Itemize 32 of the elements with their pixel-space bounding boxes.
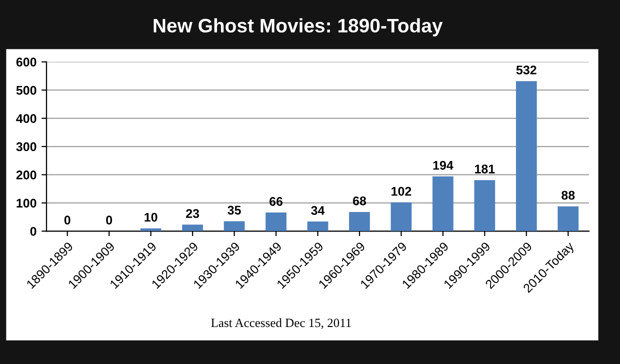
y-tick-label: 500 [16, 86, 36, 95]
bar [307, 222, 328, 232]
y-tick-label: 100 [16, 198, 36, 208]
data-label: 35 [228, 206, 241, 215]
bar [182, 224, 203, 232]
data-label: 181 [475, 164, 495, 174]
bar [558, 206, 579, 232]
data-label: 102 [392, 186, 412, 196]
bar [432, 176, 454, 232]
bar [474, 180, 496, 232]
y-tick-label: 400 [16, 114, 36, 123]
data-label: 88 [562, 190, 575, 200]
data-label: 23 [186, 209, 200, 218]
data-label: 194 [433, 160, 454, 170]
y-tick-label: 200 [16, 170, 36, 180]
data-label: 66 [270, 197, 283, 206]
bar [266, 212, 286, 232]
data-label: 10 [144, 212, 158, 222]
bar [349, 212, 370, 232]
bar [390, 202, 412, 232]
data-label: 68 [352, 196, 366, 206]
y-tick-label: 300 [16, 142, 36, 152]
bar [516, 81, 537, 232]
data-label: 532 [516, 66, 536, 74]
chart-title: New Ghost Movies: 1890-Today [154, 18, 443, 36]
data-label: 34 [311, 206, 325, 215]
text: Last Accessed Dec 15, 2011 [211, 318, 351, 329]
y-tick-label: 600 [16, 58, 36, 67]
y-tick-label: 0 [30, 226, 36, 236]
data-label: 0 [106, 216, 112, 225]
data-label: 0 [64, 216, 70, 225]
bar [224, 221, 245, 232]
